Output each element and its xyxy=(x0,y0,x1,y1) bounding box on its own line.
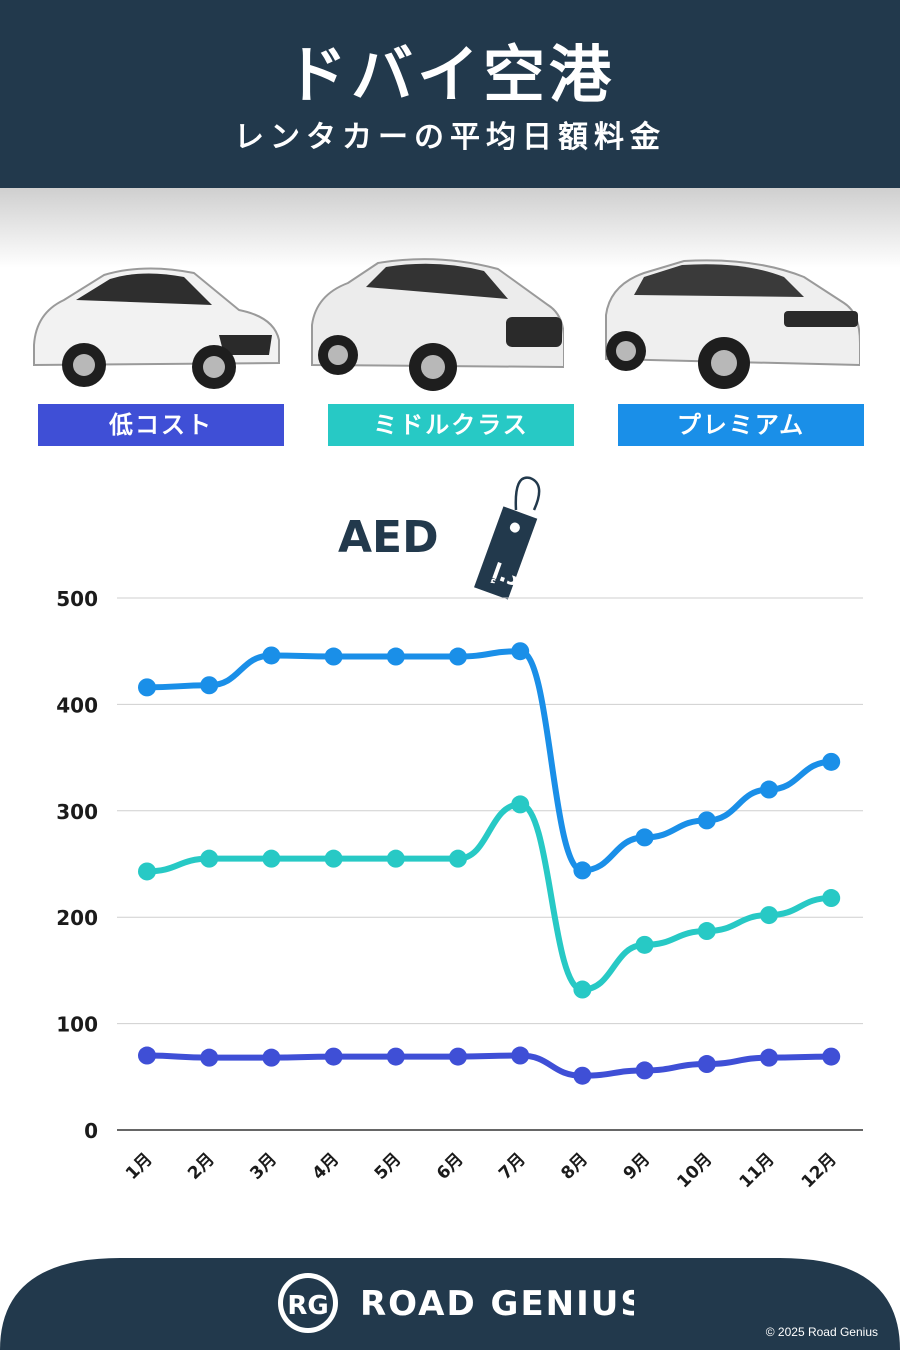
copyright-text: © 2025 Road Genius xyxy=(765,1325,878,1339)
x-tick-label: 1月 xyxy=(122,1149,157,1184)
hatchback-car-image xyxy=(33,267,280,389)
y-tick-label: 400 xyxy=(56,693,98,717)
y-tick-label: 100 xyxy=(56,1013,98,1037)
data-point xyxy=(324,647,343,666)
footer xyxy=(0,1258,900,1350)
header-shadow xyxy=(0,188,900,268)
x-tick-label: 5月 xyxy=(371,1149,406,1184)
y-tick-label: 0 xyxy=(84,1119,98,1143)
x-tick-label: 10月 xyxy=(673,1149,716,1192)
brand-logo: RG ROAD GENIUS xyxy=(278,1273,634,1333)
line-chart: 0 100 200 300 400 500 1月 2月 3月 4月 5月 6月 7月 8月 9月 10月 11… xyxy=(56,587,863,1192)
data-point xyxy=(386,1047,405,1066)
series-line-1 xyxy=(144,801,835,993)
data-point xyxy=(760,780,778,799)
premium-suv-car-image xyxy=(605,259,860,389)
data-point xyxy=(324,849,343,868)
chart-grid xyxy=(117,597,863,1131)
data-point xyxy=(449,647,467,666)
data-point xyxy=(635,828,654,847)
data-point xyxy=(324,1047,343,1066)
x-tick-label: 12月 xyxy=(798,1149,841,1192)
data-point xyxy=(386,647,405,666)
currency-label: AED xyxy=(338,512,439,563)
data-point xyxy=(449,849,467,868)
data-point xyxy=(138,678,156,697)
x-axis: 1月 2月 3月 4月 5月 6月 7月 8月 9月 10月 11月 12月 xyxy=(122,1149,841,1192)
data-point xyxy=(386,849,405,868)
category-label-midclass: ミドルクラス xyxy=(328,404,574,446)
series-line-0 xyxy=(144,648,835,874)
page-subtitle: レンタカーの平均日額料金 xyxy=(234,120,666,155)
data-point xyxy=(138,1046,156,1065)
data-point xyxy=(760,1048,778,1067)
data-point xyxy=(262,1048,281,1067)
data-point xyxy=(511,642,530,661)
page-title: ドバイ空港 xyxy=(284,38,615,111)
data-point xyxy=(200,676,219,695)
chart-series xyxy=(138,642,841,1085)
data-point xyxy=(697,1055,716,1074)
data-point xyxy=(138,862,156,881)
data-point xyxy=(573,861,592,880)
series-line-2 xyxy=(144,1052,835,1079)
y-tick-label: 200 xyxy=(56,906,98,930)
x-tick-label: 6月 xyxy=(433,1149,468,1184)
data-point xyxy=(697,811,716,830)
x-tick-label: 3月 xyxy=(246,1149,281,1184)
brand-logo-initials: RG xyxy=(287,1291,328,1321)
x-tick-label: 4月 xyxy=(309,1149,344,1184)
y-tick-label: 500 xyxy=(56,587,98,611)
x-tick-label: 8月 xyxy=(557,1149,592,1184)
header: ドバイ空港 レンタカーの平均日額料金 xyxy=(0,0,900,188)
suv-car-image xyxy=(311,258,564,391)
data-point xyxy=(200,1048,219,1067)
data-point xyxy=(573,980,592,999)
price-tag-icon: د.إ xyxy=(474,476,541,600)
category-label-premium: プレミアム xyxy=(618,404,864,446)
x-tick-label: 9月 xyxy=(620,1149,655,1184)
data-point xyxy=(511,795,530,814)
data-point xyxy=(511,1046,530,1065)
data-point xyxy=(635,1061,654,1080)
data-point xyxy=(449,1047,467,1066)
category-label-budget: 低コスト xyxy=(38,404,284,446)
y-tick-label: 300 xyxy=(56,800,98,824)
data-point xyxy=(573,1066,592,1085)
data-point xyxy=(822,1047,841,1066)
data-point xyxy=(262,849,281,868)
data-point xyxy=(822,889,841,908)
data-point xyxy=(262,646,281,665)
data-point xyxy=(822,752,841,771)
data-point xyxy=(760,906,778,925)
x-tick-label: 11月 xyxy=(736,1149,779,1192)
y-axis: 0 100 200 300 400 500 xyxy=(56,587,98,1143)
x-tick-label: 2月 xyxy=(184,1149,219,1184)
data-point xyxy=(635,935,654,954)
data-point xyxy=(697,922,716,941)
x-tick-label: 7月 xyxy=(495,1149,530,1184)
brand-name: ROAD GENIUS xyxy=(360,1284,634,1324)
data-point xyxy=(200,849,219,868)
